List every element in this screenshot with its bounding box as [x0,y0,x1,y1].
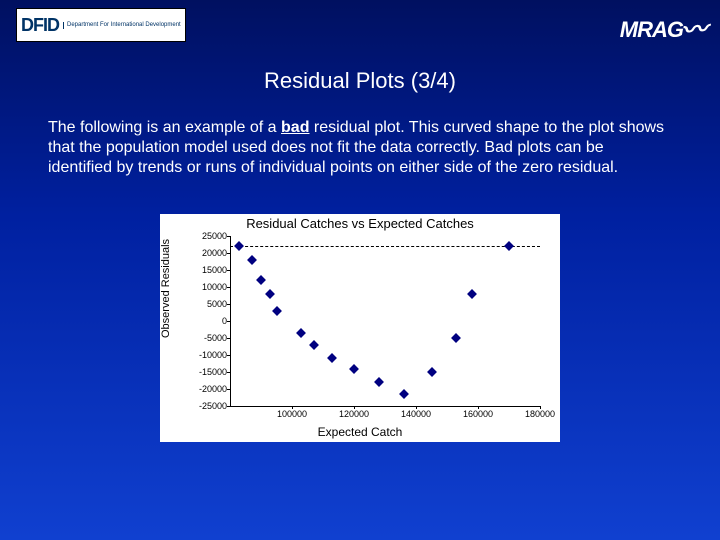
y-tick-mark [227,389,230,390]
data-point [349,364,359,374]
data-point [296,328,306,338]
y-tick-label: -25000 [199,401,230,411]
data-point [327,353,337,363]
y-tick-mark [227,253,230,254]
y-tick-mark [227,304,230,305]
y-tick-label: -20000 [199,384,230,394]
y-axis-line [230,236,231,406]
reference-line [230,246,540,247]
data-point [234,241,244,251]
x-tick-mark [540,406,541,409]
data-point [309,340,319,350]
y-tick-mark [227,236,230,237]
x-tick-mark [478,406,479,409]
y-tick-label: 15000 [202,265,230,275]
data-point [399,389,409,399]
slide-body: The following is an example of a bad res… [0,118,720,178]
data-point [451,333,461,343]
y-tick-mark [227,372,230,373]
dfid-logo-text: DFID [21,15,59,36]
y-tick-label: 20000 [202,248,230,258]
data-point [265,289,275,299]
x-tick-mark [292,406,293,409]
chart-title: Residual Catches vs Expected Catches [160,216,560,231]
y-tick-mark [227,287,230,288]
y-tick-mark [227,338,230,339]
chart-ylabel: Observed Residuals [160,318,172,338]
slide-title: Residual Plots (3/4) [0,68,720,94]
data-point [247,255,257,265]
chart-xlabel: Expected Catch [160,425,560,439]
y-tick-label: 10000 [202,282,230,292]
y-tick-mark [227,355,230,356]
body-emphasis: bad [281,119,309,136]
plot-area: 2500020000150001000050000-5000-10000-150… [230,236,540,406]
chart-container: Residual Catches vs Expected Catches Obs… [0,214,720,442]
data-point [504,241,514,251]
mrag-logo: MRAG〰 [620,8,704,44]
y-tick-label: -10000 [199,350,230,360]
data-point [427,367,437,377]
header: DFID Department For International Develo… [0,0,720,50]
mrag-swoosh-icon: 〰 [680,11,708,45]
data-point [467,289,477,299]
mrag-logo-text: MRAG [620,17,683,42]
dfid-logo-subtext: Department For International Development [63,22,181,29]
y-tick-label: -15000 [199,367,230,377]
data-point [256,275,266,285]
dfid-logo: DFID Department For International Develo… [16,8,186,42]
residual-chart: Residual Catches vs Expected Catches Obs… [160,214,560,442]
y-tick-label: 25000 [202,231,230,241]
data-point [272,306,282,316]
y-tick-mark [227,321,230,322]
x-tick-mark [416,406,417,409]
x-tick-mark [354,406,355,409]
body-pre: The following is an example of a [48,119,281,136]
data-point [374,377,384,387]
y-tick-mark [227,270,230,271]
